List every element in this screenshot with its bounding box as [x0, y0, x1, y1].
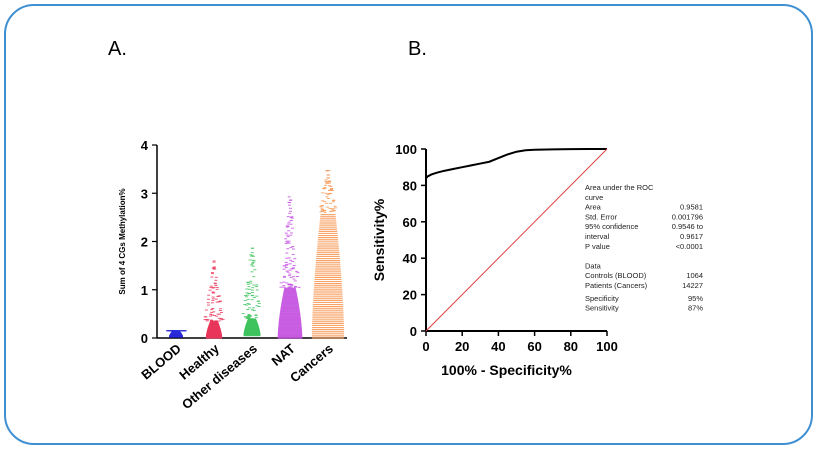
y-tick-label: 1: [141, 283, 148, 298]
panel-b-label: B.: [408, 38, 427, 60]
annotation-label: Patients (Cancers): [585, 281, 648, 290]
annotation-value: 14227: [682, 281, 703, 290]
annotation-label: Area: [585, 203, 602, 212]
annotation-label: interval: [585, 232, 610, 241]
annotation-value: <0.0001: [676, 242, 703, 251]
series-healthy: [203, 260, 225, 339]
roc-curve-line: [425, 148, 607, 179]
annotation-label: Std. Error: [585, 212, 618, 221]
annotation-label: P value: [585, 242, 610, 251]
reference-line: [425, 148, 608, 332]
y-tick-label: 60: [403, 215, 417, 230]
annotation-value: 1064: [686, 271, 703, 280]
annotation-value: 0.001796: [672, 212, 703, 221]
y-tick-label: 80: [403, 178, 417, 193]
x-tick-label: 40: [491, 339, 505, 354]
y-tick-label: 0: [410, 324, 417, 339]
y-tick-label: 3: [141, 186, 148, 201]
x-tick-label: 0: [422, 339, 429, 354]
y-tick-label: 2: [141, 235, 148, 250]
x-tick-label: 100: [596, 339, 618, 354]
annotation-value: 0.9617: [680, 232, 703, 241]
annotation-value: 95%: [688, 294, 703, 303]
series-blood: [165, 330, 187, 338]
annotation-label: Specificity: [585, 294, 619, 303]
series-nat: [277, 196, 303, 339]
annotation-label: Controls (BLOOD): [585, 271, 647, 280]
y-tick-label: 4: [141, 138, 149, 153]
annotation-label: Data: [585, 261, 602, 270]
y-tick-label: 100: [395, 142, 417, 157]
series-other-diseases: [241, 247, 261, 337]
annotation-label: Sensitivity: [585, 304, 619, 313]
y-tick-label: 20: [403, 288, 417, 303]
figure-frame: [4, 4, 813, 445]
annotation-label: Area under the ROC: [585, 183, 654, 192]
annotation-label: curve: [585, 193, 603, 202]
x-tick-label: 20: [455, 339, 469, 354]
y-axis-title: Sum of 4 CGs Methylation%: [118, 188, 127, 294]
series-cancers: [311, 169, 345, 339]
y-tick-label: 40: [403, 251, 417, 266]
annotation-value: 87%: [688, 304, 703, 313]
x-axis-title: 100% - Specificity%: [441, 362, 572, 378]
panel-a-label: A.: [108, 38, 127, 60]
x-tick-label: 80: [564, 339, 578, 354]
y-axis-title: Sensitivity%: [371, 198, 387, 281]
annotation-value: 0.9581: [680, 203, 703, 212]
x-tick-label: 60: [527, 339, 541, 354]
y-tick-label: 0: [141, 331, 148, 346]
annotation-value: 0.9546 to: [672, 222, 703, 231]
annotation-label: 95% confidence: [585, 222, 638, 231]
